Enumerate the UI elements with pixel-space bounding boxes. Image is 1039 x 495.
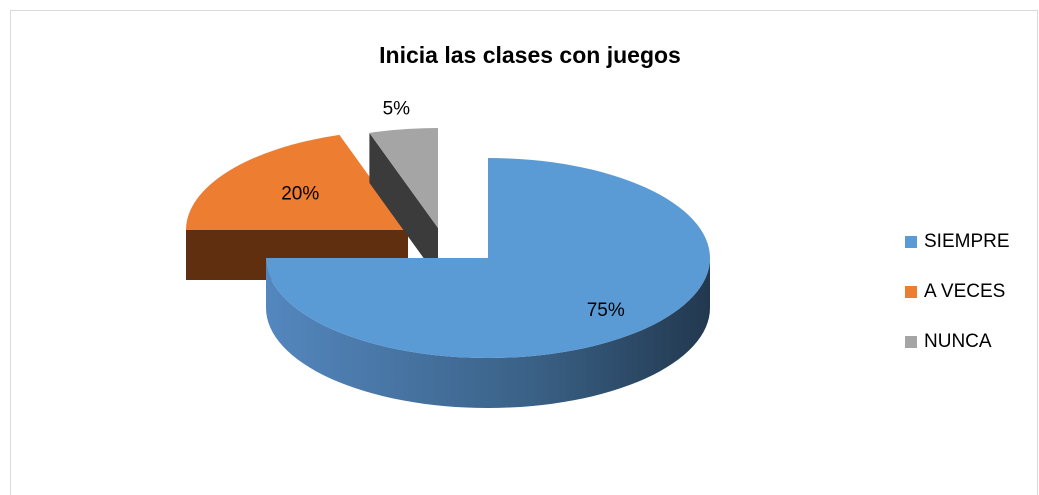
slice-wall bbox=[266, 258, 710, 408]
legend-label: SIEMPRE bbox=[924, 231, 1010, 252]
slice bbox=[266, 158, 710, 358]
legend-label: A VECES bbox=[924, 281, 1005, 302]
legend-swatch bbox=[905, 236, 917, 248]
chart-title: Inicia las clases con juegos bbox=[379, 42, 681, 68]
legend-swatch bbox=[905, 336, 917, 348]
slice bbox=[369, 128, 438, 228]
slice-side bbox=[369, 132, 438, 278]
data-label: 20% bbox=[281, 184, 319, 205]
legend-swatch bbox=[905, 286, 917, 298]
legend-label: NUNCA bbox=[924, 331, 992, 352]
slice bbox=[186, 134, 408, 230]
data-label: 5% bbox=[383, 98, 411, 119]
data-label: 75% bbox=[587, 300, 625, 321]
